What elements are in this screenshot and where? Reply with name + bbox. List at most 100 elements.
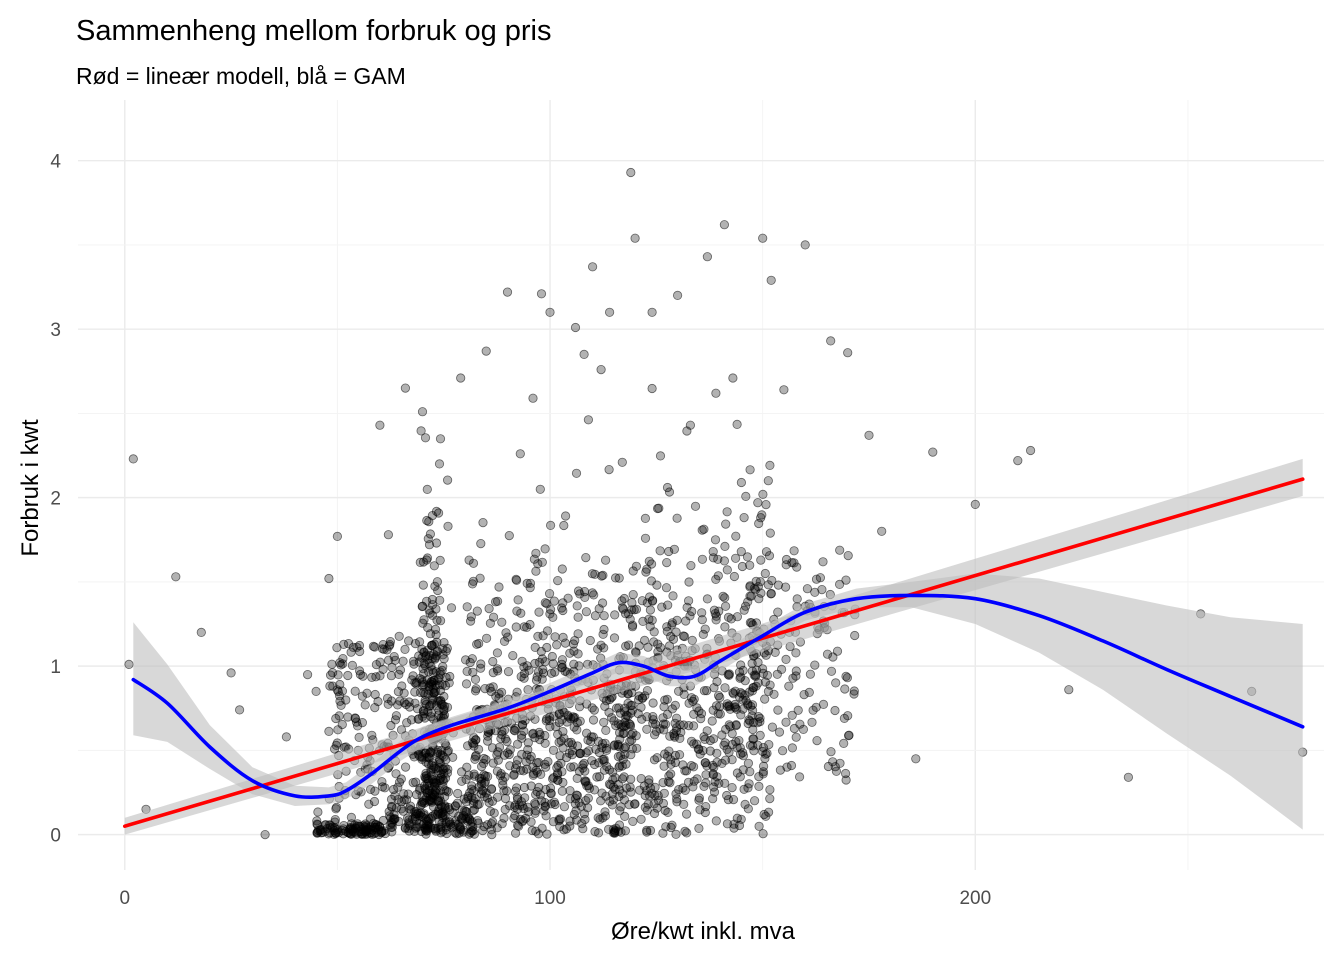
data-point	[573, 649, 583, 659]
data-point	[339, 820, 349, 831]
data-point	[420, 783, 430, 794]
data-point	[482, 736, 493, 746]
data-point	[736, 672, 746, 682]
data-point	[764, 739, 774, 750]
data-point	[614, 820, 625, 830]
data-point	[799, 689, 809, 700]
data-point	[435, 434, 446, 444]
data-point	[560, 511, 571, 521]
data-point	[324, 726, 334, 737]
data-point	[791, 732, 801, 742]
data-point	[426, 747, 436, 757]
data-point	[512, 755, 523, 765]
data-point	[440, 803, 450, 814]
data-point	[671, 627, 681, 637]
data-point	[835, 545, 845, 555]
data-point	[788, 673, 798, 683]
data-point	[565, 786, 575, 796]
data-point	[320, 826, 330, 836]
data-point	[502, 748, 513, 758]
data-point	[659, 702, 669, 712]
data-point	[391, 711, 401, 721]
data-point	[754, 821, 764, 831]
data-point	[642, 685, 653, 696]
data-point	[697, 608, 707, 618]
data-point	[540, 598, 550, 608]
data-point	[570, 793, 581, 804]
data-point	[850, 630, 860, 641]
data-point	[504, 749, 514, 760]
data-point	[747, 686, 758, 696]
data-point	[420, 433, 431, 443]
data-point	[730, 703, 740, 713]
data-point	[502, 287, 513, 297]
data-point	[758, 829, 768, 839]
data-point	[339, 639, 349, 650]
data-point	[678, 783, 688, 793]
data-point	[368, 818, 379, 829]
data-point	[352, 721, 363, 731]
data-point	[554, 815, 564, 826]
data-point	[337, 719, 347, 730]
data-point	[448, 752, 458, 762]
data-point	[745, 617, 756, 628]
data-point	[485, 683, 495, 693]
data-point	[572, 725, 582, 735]
data-point	[697, 525, 707, 535]
data-point	[756, 555, 766, 565]
data-point	[541, 811, 551, 821]
data-point	[679, 689, 689, 700]
data-point	[571, 468, 582, 478]
data-point	[773, 607, 783, 617]
data-point	[619, 772, 629, 782]
data-point	[736, 710, 746, 720]
data-point	[663, 600, 673, 610]
data-point	[425, 608, 435, 618]
data-point	[617, 603, 628, 613]
data-point	[424, 795, 434, 805]
data-point	[492, 648, 502, 658]
data-point	[840, 684, 850, 694]
data-point	[743, 718, 753, 729]
data-point	[383, 530, 393, 540]
data-point	[581, 552, 591, 563]
data-point	[357, 691, 367, 701]
data-point	[664, 771, 674, 781]
data-point	[513, 821, 524, 831]
data-point	[542, 829, 552, 839]
data-point	[708, 705, 718, 715]
data-point	[565, 648, 575, 658]
data-point	[694, 744, 704, 754]
x-tick-label: 0	[119, 888, 130, 909]
data-point	[818, 557, 828, 567]
data-point	[617, 761, 627, 771]
data-point	[808, 705, 818, 715]
data-point	[350, 686, 360, 696]
data-point	[354, 640, 365, 651]
data-point	[515, 449, 525, 459]
data-point	[608, 782, 619, 792]
data-point	[700, 758, 710, 768]
data-point	[435, 616, 446, 626]
data-point	[542, 714, 552, 724]
data-point	[720, 683, 730, 693]
data-point	[128, 454, 138, 464]
data-point	[354, 732, 364, 743]
data-point	[424, 814, 434, 824]
data-point	[637, 714, 647, 724]
x-axis-ticks: 0 100 200	[119, 888, 991, 909]
data-point	[590, 826, 600, 837]
data-point	[410, 811, 420, 822]
data-point	[546, 668, 557, 678]
data-point	[731, 531, 741, 541]
data-point	[766, 589, 776, 599]
data-point	[1064, 685, 1074, 695]
data-point	[594, 604, 604, 614]
data-point	[400, 762, 411, 772]
data-point	[430, 624, 441, 635]
data-point	[530, 798, 540, 808]
data-point	[616, 751, 626, 761]
data-point	[302, 669, 313, 680]
data-point	[453, 788, 463, 799]
data-point	[739, 512, 749, 523]
